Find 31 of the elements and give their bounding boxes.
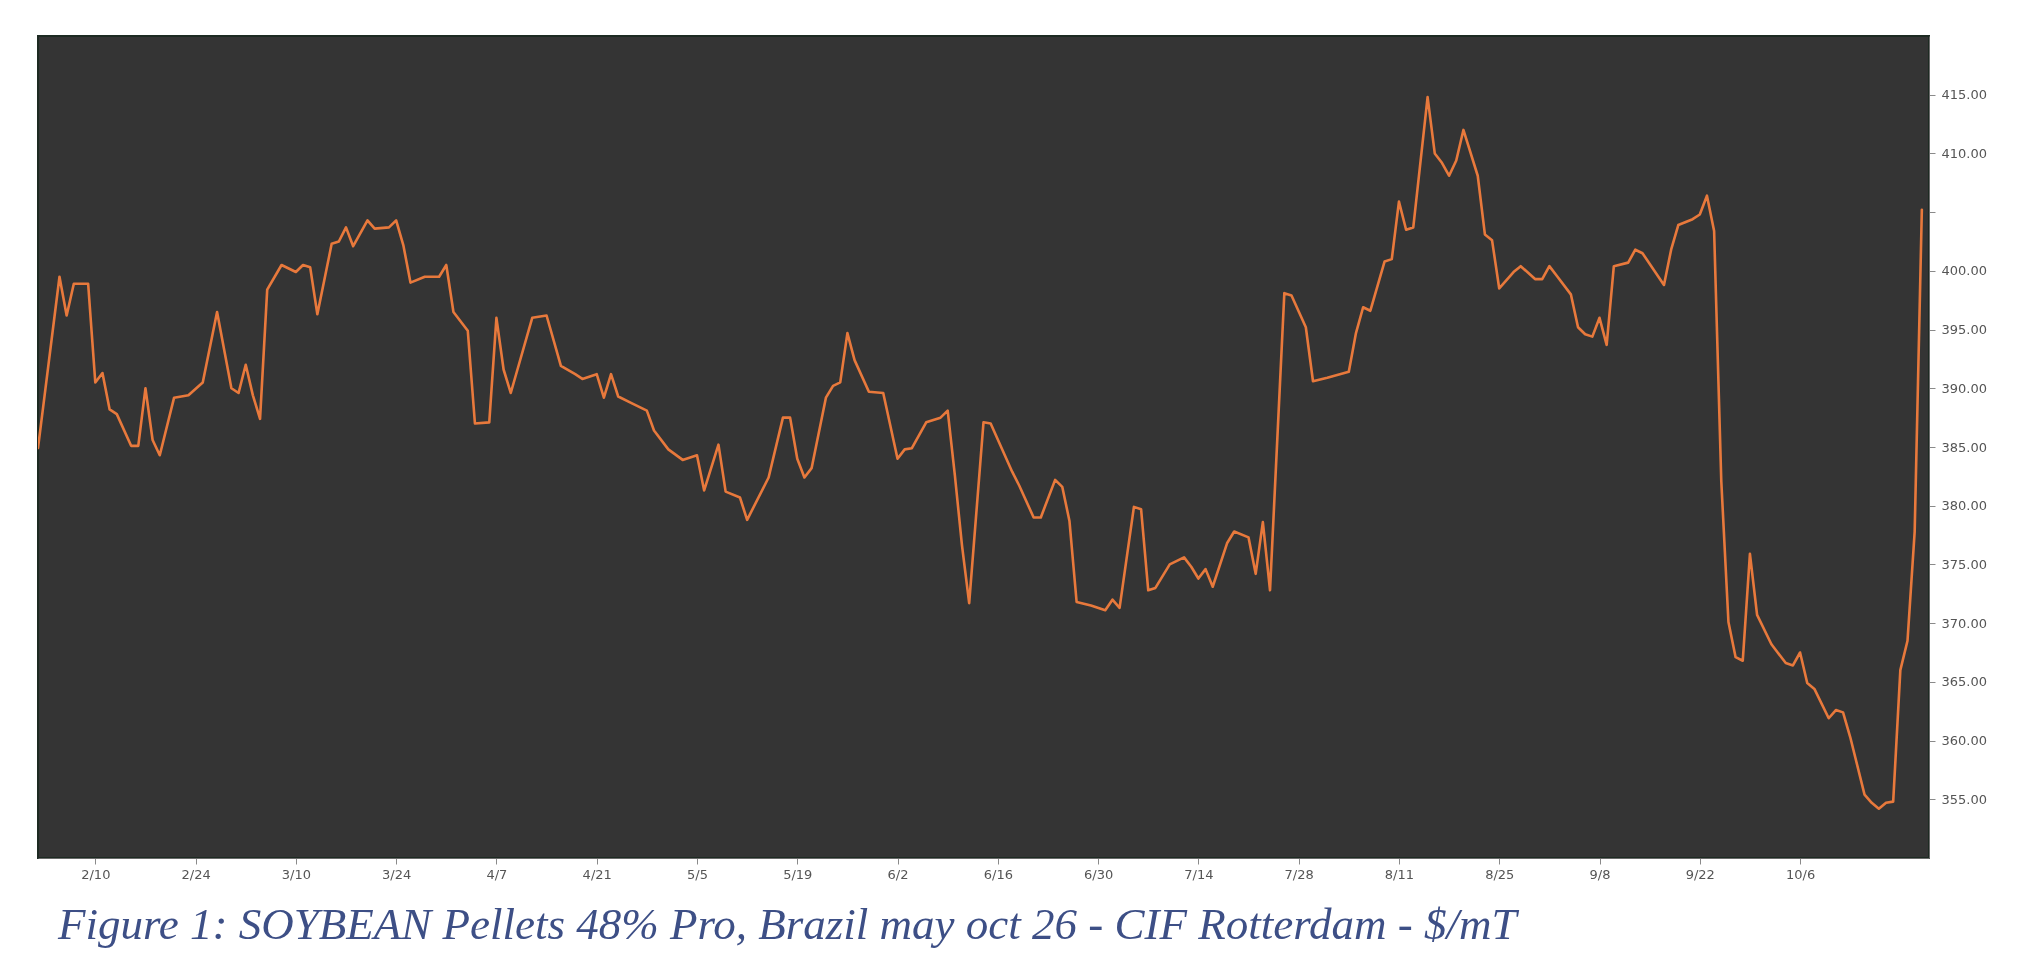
y-tick-label: 375.00: [1941, 556, 1987, 572]
x-tick-label: 6/30: [1084, 866, 1114, 882]
y-tick-label: 360.00: [1941, 733, 1987, 749]
x-tick-label: 8/25: [1485, 866, 1515, 882]
y-tick-label: 390.00: [1941, 380, 1987, 396]
y-tick-label: 415.00: [1941, 87, 1987, 103]
x-tick-label: 4/7: [486, 866, 508, 882]
x-tick-label: 2/24: [181, 866, 211, 882]
y-tick-label: 380.00: [1941, 498, 1987, 514]
x-tick-label: 7/14: [1184, 866, 1214, 882]
y-tick-label: 370.00: [1941, 615, 1987, 631]
x-tick-label: 9/22: [1685, 866, 1715, 882]
x-tick-label: 9/8: [1589, 866, 1611, 882]
x-tick-label: 5/5: [687, 866, 708, 882]
x-tick-label: 6/2: [887, 866, 909, 882]
x-tick-label: 6/16: [983, 866, 1013, 882]
x-tick-label: 10/6: [1785, 866, 1816, 882]
y-tick-label: 395.00: [1941, 322, 1987, 338]
y-tick-label: 385.00: [1941, 439, 1987, 455]
x-tick-label: 8/11: [1384, 866, 1415, 882]
x-tick-label: 7/28: [1284, 866, 1314, 882]
y-tick-label: 410.00: [1941, 145, 1987, 161]
x-tick-label: 2/10: [81, 866, 111, 882]
x-tick-label: 3/24: [382, 866, 412, 882]
y-tick-label: 355.00: [1941, 791, 1987, 807]
text: Figure 1: SOYBEAN Pellets 48% Pro, Brazil may oct 26 - CIF Rotterdam - $/mT: [57, 899, 1520, 949]
x-tick-label: 5/19: [783, 866, 813, 882]
y-tick-label: 400.00: [1941, 263, 1987, 279]
y-tick-label: 365.00: [1941, 674, 1987, 690]
x-tick-label: 3/10: [281, 866, 311, 882]
x-tick-label: 4/21: [582, 866, 612, 882]
